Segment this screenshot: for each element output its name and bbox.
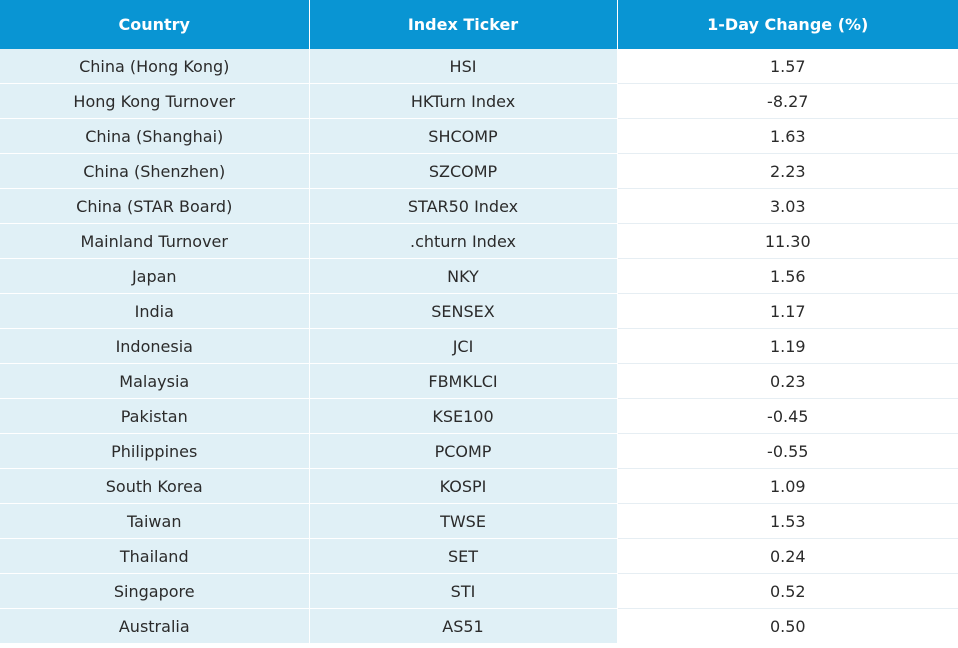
cell-country: Philippines bbox=[0, 433, 310, 469]
cell-index-ticker: .chturn Index bbox=[309, 223, 618, 259]
cell-1-day-change: 1.17 bbox=[617, 293, 958, 329]
table-row: India SENSEX 1.17 bbox=[0, 293, 958, 329]
table-row: South Korea KOSPI 1.09 bbox=[0, 468, 958, 504]
cell-country: Singapore bbox=[0, 573, 310, 609]
cell-1-day-change: 1.09 bbox=[617, 468, 958, 504]
cell-index-ticker: HSI bbox=[309, 49, 618, 84]
cell-country: Japan bbox=[0, 258, 310, 294]
cell-country: Hong Kong Turnover bbox=[0, 83, 310, 119]
table-row: Japan NKY 1.56 bbox=[0, 258, 958, 294]
cell-country: Malaysia bbox=[0, 363, 310, 399]
cell-index-ticker: AS51 bbox=[309, 608, 618, 644]
cell-1-day-change: 1.53 bbox=[617, 503, 958, 539]
cell-index-ticker: FBMKLCI bbox=[309, 363, 618, 399]
table-row: Australia AS51 0.50 bbox=[0, 608, 958, 644]
table-row: China (Shanghai) SHCOMP 1.63 bbox=[0, 118, 958, 154]
cell-country: China (STAR Board) bbox=[0, 188, 310, 224]
table-row: Singapore STI 0.52 bbox=[0, 573, 958, 609]
cell-country: South Korea bbox=[0, 468, 310, 504]
table-row: Pakistan KSE100 -0.45 bbox=[0, 398, 958, 434]
cell-1-day-change: -0.45 bbox=[617, 398, 958, 434]
cell-1-day-change: -0.55 bbox=[617, 433, 958, 469]
table-row: Thailand SET 0.24 bbox=[0, 538, 958, 574]
header-row: Country Index Ticker 1-Day Change (%) bbox=[0, 0, 958, 49]
cell-index-ticker: STI bbox=[309, 573, 618, 609]
table-header: Country Index Ticker 1-Day Change (%) bbox=[0, 0, 958, 49]
header-country: Country bbox=[0, 0, 310, 49]
cell-index-ticker: SET bbox=[309, 538, 618, 574]
cell-index-ticker: NKY bbox=[309, 258, 618, 294]
cell-index-ticker: SZCOMP bbox=[309, 153, 618, 189]
cell-index-ticker: TWSE bbox=[309, 503, 618, 539]
cell-1-day-change: 1.63 bbox=[617, 118, 958, 154]
cell-index-ticker: KSE100 bbox=[309, 398, 618, 434]
cell-1-day-change: 0.24 bbox=[617, 538, 958, 574]
cell-index-ticker: KOSPI bbox=[309, 468, 618, 504]
cell-index-ticker: HKTurn Index bbox=[309, 83, 618, 119]
cell-1-day-change: 3.03 bbox=[617, 188, 958, 224]
table-row: Mainland Turnover .chturn Index 11.30 bbox=[0, 223, 958, 259]
cell-1-day-change: 1.57 bbox=[617, 49, 958, 84]
table-row: Hong Kong Turnover HKTurn Index -8.27 bbox=[0, 83, 958, 119]
table-row: Taiwan TWSE 1.53 bbox=[0, 503, 958, 539]
cell-country: Pakistan bbox=[0, 398, 310, 434]
cell-1-day-change: 0.23 bbox=[617, 363, 958, 399]
cell-country: Indonesia bbox=[0, 328, 310, 364]
cell-index-ticker: SENSEX bbox=[309, 293, 618, 329]
cell-country: China (Shanghai) bbox=[0, 118, 310, 154]
cell-country: Taiwan bbox=[0, 503, 310, 539]
cell-index-ticker: SHCOMP bbox=[309, 118, 618, 154]
cell-country: Mainland Turnover bbox=[0, 223, 310, 259]
table-row: China (Shenzhen) SZCOMP 2.23 bbox=[0, 153, 958, 189]
cell-1-day-change: 11.30 bbox=[617, 223, 958, 259]
cell-country: Thailand bbox=[0, 538, 310, 574]
header-1-day-change: 1-Day Change (%) bbox=[617, 0, 958, 49]
cell-country: China (Hong Kong) bbox=[0, 49, 310, 84]
cell-1-day-change: 0.52 bbox=[617, 573, 958, 609]
table-body: China (Hong Kong) HSI 1.57 Hong Kong Turnov… bbox=[0, 49, 958, 644]
cell-country: Australia bbox=[0, 608, 310, 644]
cell-1-day-change: 1.19 bbox=[617, 328, 958, 364]
cell-1-day-change: 1.56 bbox=[617, 258, 958, 294]
cell-index-ticker: STAR50 Index bbox=[309, 188, 618, 224]
table-row: China (STAR Board) STAR50 Index 3.03 bbox=[0, 188, 958, 224]
cell-index-ticker: JCI bbox=[309, 328, 618, 364]
cell-1-day-change: 0.50 bbox=[617, 608, 958, 644]
table-row: China (Hong Kong) HSI 1.57 bbox=[0, 49, 958, 84]
table-row: Malaysia FBMKLCI 0.23 bbox=[0, 363, 958, 399]
table-row: Indonesia JCI 1.19 bbox=[0, 328, 958, 364]
cell-country: China (Shenzhen) bbox=[0, 153, 310, 189]
cell-1-day-change: 2.23 bbox=[617, 153, 958, 189]
cell-country: India bbox=[0, 293, 310, 329]
cell-1-day-change: -8.27 bbox=[617, 83, 958, 119]
cell-index-ticker: PCOMP bbox=[309, 433, 618, 469]
table-row: Philippines PCOMP -0.55 bbox=[0, 433, 958, 469]
header-index-ticker: Index Ticker bbox=[309, 0, 618, 49]
